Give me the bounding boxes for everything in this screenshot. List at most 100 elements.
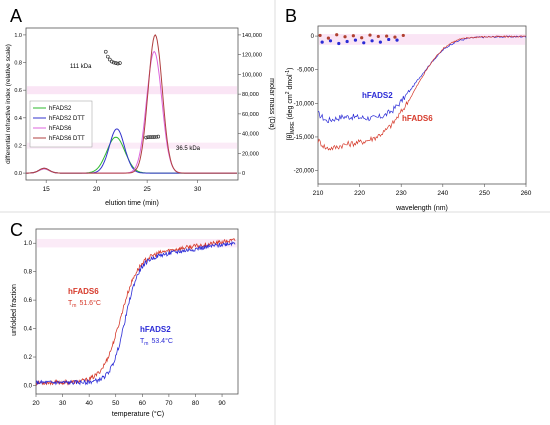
chart-a-y2tick-label: 140,000 xyxy=(242,33,262,39)
chart-a-mass-point xyxy=(152,135,157,139)
tm-hfads6: Tm 51.6°C xyxy=(68,299,101,309)
ylabel-mid2: dmol xyxy=(287,74,294,92)
chart-a-y2tick-label: 120,000 xyxy=(242,53,262,59)
chart-c-xtick-label: 30 xyxy=(59,400,67,407)
chart-b-band xyxy=(319,34,525,45)
chart-a-y2label: molar mass (Da) xyxy=(268,78,275,130)
chart-a: 15 20 25 30 0.0 0.2 0.4 0.6 0.8 1.0 0 20,000 40,000 6… xyxy=(5,27,275,207)
chart-a-mass-point xyxy=(107,57,112,62)
ylabel-sup1: -1 xyxy=(285,70,291,75)
chart-b-xtick-label: 240 xyxy=(437,190,448,197)
chart-b-point-hfads2 xyxy=(328,39,333,43)
chart-a-mass-point xyxy=(118,61,122,65)
chart-c-xtick-label: 70 xyxy=(165,400,173,407)
chart-a-plot-area xyxy=(25,27,239,181)
chart-a-mass-point xyxy=(105,54,110,59)
chart-c-plot-area xyxy=(35,228,239,395)
chart-b-point-hfads6 xyxy=(335,33,339,37)
chart-b-series xyxy=(317,33,527,151)
panel-label-a: A xyxy=(10,6,22,26)
legend-hfads6-dtt: hFADS6 DTT xyxy=(49,136,85,142)
chart-b-ytick-label: -20,000 xyxy=(294,169,315,175)
chart-b-xlabel: wavelength (nm) xyxy=(395,205,448,212)
chart-c-ticks: 20 30 40 50 60 70 80 90 0.0 0.2 0.4 0.6 0.8 1.0 xyxy=(24,238,237,407)
chart-a-mass-point xyxy=(110,59,114,64)
label-hfads2-b: hFADS2 xyxy=(362,91,393,100)
chart-c-ytick-label: 0.8 xyxy=(24,270,33,276)
legend-hfads2: hFADS2 xyxy=(49,106,72,112)
annotation-111kda: 111 kDa xyxy=(70,64,92,70)
chart-a-ytick-label: 1.0 xyxy=(14,33,22,39)
chart-b-ticks: 210 220 230 240 250 260 0 -5,000 -10,000 -15,000 -… xyxy=(294,34,532,197)
chart-b-point-hfads2 xyxy=(345,39,349,44)
chart-b-point-hfads6 xyxy=(343,35,347,39)
chart-b-point-hfads2 xyxy=(378,40,382,44)
chart-b-xtick-label: 230 xyxy=(396,190,407,197)
chart-a-ytick-label: 0.4 xyxy=(14,116,22,122)
chart-b-point-hfads2 xyxy=(387,37,391,42)
chart-c-xtick-label: 50 xyxy=(112,400,120,407)
tm-prefix-2: T xyxy=(140,338,145,345)
chart-b-ylabel: [θ]MRE (deg cm2 dmol-1) xyxy=(285,68,296,141)
chart-b-ytick-label: -5,000 xyxy=(297,68,315,74)
chart-a-mass-point xyxy=(116,61,120,66)
tm-value-6: 51.6°C xyxy=(79,299,100,307)
chart-b-point-hfads6 xyxy=(368,33,372,37)
panel-label-c: C xyxy=(10,220,23,240)
chart-b-point-hfads6 xyxy=(376,34,380,39)
chart-a-xlabel: elution time (min) xyxy=(105,200,159,207)
chart-a-ylabel: differential refractive index (relative … xyxy=(5,44,12,164)
chart-a-mass-point xyxy=(146,135,150,139)
chart-a-band xyxy=(27,142,237,149)
ylabel-sub: MRE xyxy=(290,121,296,133)
chart-b: 210 220 230 240 250 260 0 -5,000 -10,000 -15,000 -… xyxy=(285,25,532,212)
annotation-36kda: 36.5 kDa xyxy=(176,146,201,152)
chart-b-point-hfads6 xyxy=(360,36,364,40)
chart-c-xtick-label: 80 xyxy=(192,400,200,407)
chart-b-point-hfads6 xyxy=(351,34,355,38)
chart-a-xtick-label: 15 xyxy=(43,186,51,193)
chart-a-mass-point xyxy=(154,135,159,139)
chart-a-xtick-label: 30 xyxy=(194,186,202,193)
chart-a-mass-points xyxy=(103,49,161,140)
chart-b-trace xyxy=(317,35,527,124)
tm-prefix-6: T xyxy=(68,300,73,307)
chart-b-xtick-label: 220 xyxy=(354,190,365,197)
tm-value-2: 53.4°C xyxy=(151,337,172,345)
chart-a-xtick-label: 20 xyxy=(93,186,101,193)
chart-a-mass-point xyxy=(150,135,154,139)
chart-a-mass-point xyxy=(112,60,116,65)
chart-b-point-hfads6 xyxy=(393,35,397,39)
chart-c-band xyxy=(37,238,237,248)
chart-b-point-hfads2 xyxy=(395,38,399,42)
chart-a-mass-point xyxy=(114,61,118,65)
chart-a-ytick-label: 0.8 xyxy=(14,61,22,67)
chart-a-y2tick-label: 100,000 xyxy=(242,72,262,78)
chart-b-point-hfads2 xyxy=(353,38,358,42)
chart-c-xtick-label: 60 xyxy=(139,400,147,407)
chart-a-xtick-label: 25 xyxy=(144,186,152,193)
chart-a-y2tick-label: 80,000 xyxy=(242,92,259,98)
chart-a-legend: hFADS2 hFADS2 DTT hFADS6 hFADS6 DTT xyxy=(29,100,93,148)
chart-c-xlabel: temperature (°C) xyxy=(112,410,164,418)
chart-a-ticks: 15 20 25 30 0.0 0.2 0.4 0.6 0.8 1.0 0 20,000 40,000 6… xyxy=(14,33,262,193)
legend-hfads2-dtt: hFADS2 DTT xyxy=(49,116,85,122)
legend-hfads6: hFADS6 xyxy=(49,126,72,132)
chart-c-line xyxy=(35,238,236,386)
ylabel-mid: (deg cm xyxy=(287,94,294,121)
chart-b-xtick-label: 250 xyxy=(479,190,490,197)
ylabel-theta: [θ] xyxy=(287,133,294,141)
chart-a-y2tick-label: 60,000 xyxy=(242,112,259,118)
chart-b-xtick-label: 210 xyxy=(313,190,324,197)
chart-c: 20 30 40 50 60 70 80 90 0.0 0.2 0.4 0.6 0.8 1.0 tempe… xyxy=(11,228,239,418)
chart-b-point-hfads6 xyxy=(326,36,330,40)
label-hfads2-c: hFADS2 xyxy=(140,325,171,334)
tm-sub-6: m xyxy=(72,303,76,309)
chart-a-mass-point xyxy=(148,135,152,139)
label-hfads6-c: hFADS6 xyxy=(68,287,99,296)
chart-c-ylabel: unfolded fraction xyxy=(11,284,18,336)
chart-c-ytick-label: 0.6 xyxy=(24,298,33,304)
chart-c-xtick-label: 90 xyxy=(218,400,226,407)
chart-a-y2tick-label: 0 xyxy=(242,171,245,177)
